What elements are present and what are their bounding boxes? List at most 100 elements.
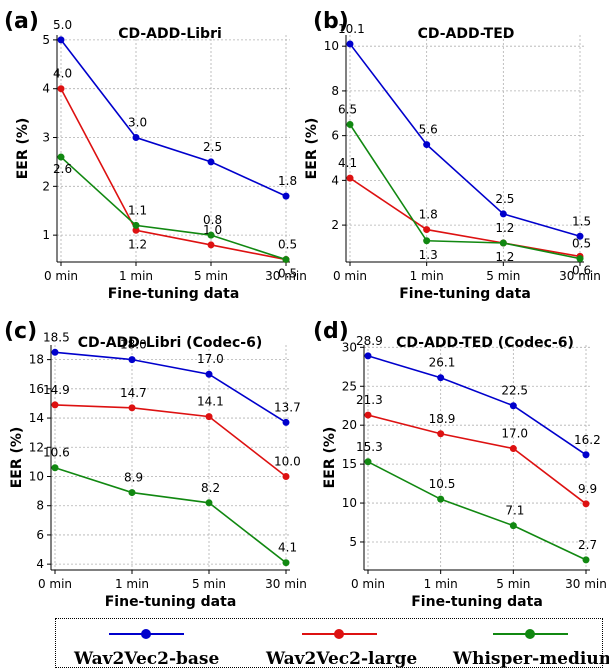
panel-1-y-tick-label: 10 [324,39,339,53]
panel-2-x-axis-label: Fine-tuning data [105,594,237,610]
panel-1-data-label-wav2vec2-base: 5.6 [419,123,438,137]
panel-2-y-tick-label: 8 [36,499,44,513]
panel-3-x-tick-label: 0 min [351,577,385,591]
panel-2-point-whisper-medium [51,464,59,472]
panel-2-point-wav2vec2-large [128,404,136,412]
panel-2-point-wav2vec2-base [128,356,136,364]
panel-1-point-whisper-medium [499,239,507,247]
panel-3-data-label-wav2vec2-base: 26.1 [429,356,456,370]
panel-0-x-tick-label: 5 min [194,269,228,283]
panel-3-x-tick-label: 5 min [496,577,530,591]
panel-2-data-label-wav2vec2-base: 17.0 [197,352,224,366]
panel-0-x-tick-label: 0 min [44,269,78,283]
panel-3-data-label-wav2vec2-base: 28.9 [356,334,383,348]
panel-2-title: CD-ADD-Libri (Codec-6) [78,335,263,351]
panel-2-data-label-wav2vec2-large: 14.1 [197,395,224,409]
panel-0-letter: (a) [4,9,39,34]
panel-3-data-label-wav2vec2-large: 21.3 [356,393,383,407]
panel-3-data-label-whisper-medium: 15.3 [356,440,383,454]
panel-1-data-label-wav2vec2-large: 1.8 [419,208,438,222]
panel-2-line-wav2vec2-large [54,404,287,478]
panel-3-data-label-wav2vec2-base: 22.5 [501,384,528,398]
panel-1-y-tick-label: 6 [331,129,339,143]
panel-3-point-wav2vec2-large [437,430,445,438]
panel-0-y-tick-label: 5 [42,33,50,47]
panel-1-y-axis-label: EER (%) [304,118,320,180]
panel-3-data-label-wav2vec2-large: 17.0 [501,427,528,441]
panel-0-x-axis-label: Fine-tuning data [108,286,240,302]
panel-1-data-label-whisper-medium: 1.2 [495,250,514,264]
panel-1-letter: (b) [313,9,349,34]
panel-2-point-wav2vec2-base [205,370,213,378]
panel-3-point-wav2vec2-base [582,451,590,459]
panel-3-line-wav2vec2-base [367,355,587,456]
panel-1-point-wav2vec2-large [423,226,431,234]
panel-2-data-label-whisper-medium: 4.1 [278,541,297,555]
panel-0-point-whisper-medium [57,153,65,161]
panel-1-point-wav2vec2-base [346,40,354,48]
panel-1-point-whisper-medium [423,237,431,245]
panel-3-point-whisper-medium [509,522,517,530]
panel-2-data-label-whisper-medium: 8.9 [124,471,143,485]
legend: Wav2Vec2-base Wav2Vec2-large Whisper-med… [55,618,609,669]
panel-1-data-label-wav2vec2-large: 1.2 [495,221,514,235]
panel-2-data-label-wav2vec2-large: 10.0 [274,454,301,468]
panel-3-point-wav2vec2-base [364,352,372,360]
panel-2-data-label-wav2vec2-base: 18.0 [120,338,147,352]
panel-1-point-whisper-medium [576,255,584,263]
legend-marker-wav2vec2-large [334,629,344,639]
panel-2-y-tick-label: 4 [36,557,44,571]
panel-0-point-wav2vec2-base [57,36,65,44]
panel-0-point-wav2vec2-large [57,85,65,93]
panel-0-point-wav2vec2-large [207,241,215,249]
panel-0-data-label-wav2vec2-base: 2.5 [203,140,222,154]
panel-2-line-whisper-medium [54,466,287,564]
panel-0-y-tick-label: 1 [42,228,50,242]
panel-2-data-label-wav2vec2-base: 13.7 [274,400,301,414]
panel-0-point-whisper-medium [132,221,140,229]
panel-0-data-label-whisper-medium: 1.1 [128,203,147,217]
panel-2-line-wav2vec2-base [54,351,287,424]
panel-2-y-tick-label: 12 [29,440,44,454]
panel-3-y-tick-label: 30 [342,340,357,354]
panel-3-x-tick-label: 30 min [565,577,607,591]
panel-0-y-axis-label: EER (%) [15,118,31,180]
panel-3-y-axis-label: EER (%) [322,427,338,489]
panel-1-point-wav2vec2-base [576,232,584,240]
panel-1-x-axis-label: Fine-tuning data [399,286,531,302]
panel-3-point-wav2vec2-large [509,445,517,453]
panel-3-point-wav2vec2-large [582,500,590,508]
panel-0-point-wav2vec2-base [282,192,290,200]
panel-0-point-wav2vec2-base [132,134,140,142]
panel-3-point-whisper-medium [364,458,372,466]
panel-3-title: CD-ADD-TED (Codec-6) [396,335,574,351]
panel-3-data-label-whisper-medium: 10.5 [429,477,456,491]
panel-0-data-label-wav2vec2-base: 5.0 [53,18,72,32]
panel-0-data-label-wav2vec2-large: 0.5 [278,267,297,281]
panel-1-data-label-whisper-medium: 6.5 [338,102,357,116]
panel-1-data-label-wav2vec2-large: 0.6 [572,263,591,277]
panel-1-x-tick-label: 1 min [410,269,444,283]
panel-0-point-wav2vec2-large [132,226,140,234]
panel-2-point-wav2vec2-large [282,472,290,480]
panel-0-data-label-whisper-medium: 0.5 [278,238,297,252]
panel-1-line-wav2vec2-base [349,43,581,238]
legend-label-whisper-medium: Whisper-medium [453,649,609,669]
panel-0-y-tick-label: 2 [42,179,50,193]
panel-3-line-whisper-medium [367,461,587,561]
panel-3-point-wav2vec2-base [509,402,517,410]
panel-1-y-tick-label: 4 [331,173,339,187]
panel-1-data-label-whisper-medium: 1.3 [419,248,438,262]
panel-1-point-wav2vec2-base [423,141,431,149]
panel-2-point-whisper-medium [282,559,290,567]
legend-marker-whisper-medium [525,629,535,639]
panel-0-data-label-whisper-medium: 0.8 [203,213,222,227]
panel-3-point-whisper-medium [582,556,590,564]
panel-0-line-wav2vec2-base [60,39,287,197]
panel-2-x-tick-label: 1 min [115,577,149,591]
panel-2-y-tick-label: 16 [29,382,44,396]
panel-1-data-label-whisper-medium: 0.5 [572,237,591,251]
panel-3-y-tick-label: 20 [342,418,357,432]
panel-2-point-wav2vec2-base [51,348,59,356]
